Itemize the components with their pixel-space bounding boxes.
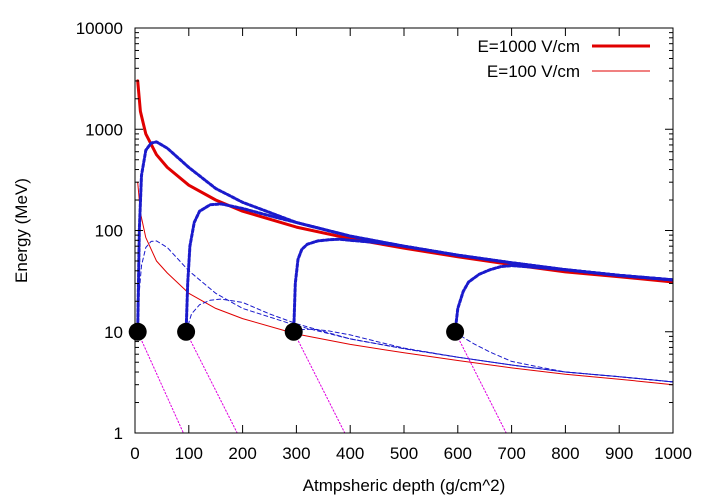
series-layer bbox=[136, 79, 673, 433]
series-line-13 bbox=[293, 331, 346, 433]
series-line-2 bbox=[137, 181, 673, 386]
series-line-4 bbox=[184, 202, 673, 334]
x-tick-label: 400 bbox=[336, 444, 364, 463]
series-line-12 bbox=[185, 331, 238, 433]
y-tick-label: 10000 bbox=[76, 19, 123, 38]
series-line-11 bbox=[137, 331, 184, 433]
marker-layer bbox=[128, 322, 465, 341]
start-marker-3 bbox=[284, 322, 303, 341]
start-marker-2 bbox=[177, 322, 196, 341]
series-line-7 bbox=[137, 240, 673, 383]
series-line-9 bbox=[293, 328, 673, 383]
y-tick-label: 1 bbox=[114, 424, 123, 443]
series-line-3 bbox=[136, 140, 673, 334]
x-axis-title: Atmpsheric depth (g/cm^2) bbox=[303, 476, 506, 495]
series-line-10 bbox=[454, 331, 673, 383]
legend-label: E=100 V/cm bbox=[487, 62, 580, 81]
series-line-6 bbox=[453, 264, 673, 334]
series-line-8 bbox=[185, 298, 673, 383]
x-tick-label: 900 bbox=[605, 444, 633, 463]
x-tick-label: 1000 bbox=[654, 444, 692, 463]
legend: E=1000 V/cm E=100 V/cm bbox=[477, 37, 650, 81]
y-tick-label: 10 bbox=[104, 323, 123, 342]
y-tick-label: 100 bbox=[95, 222, 123, 241]
plot-frame bbox=[134, 27, 674, 434]
series-line-5 bbox=[292, 237, 673, 334]
x-tick-label: 100 bbox=[175, 444, 203, 463]
x-tick-label: 500 bbox=[390, 444, 418, 463]
y-tick-label: 1000 bbox=[85, 120, 123, 139]
x-tick-label: 300 bbox=[282, 444, 310, 463]
start-marker-4 bbox=[446, 322, 465, 341]
x-tick-label: 0 bbox=[130, 444, 139, 463]
x-tick-label: 800 bbox=[551, 444, 579, 463]
y-axis-title: Energy (MeV) bbox=[12, 178, 31, 283]
x-tick-label: 700 bbox=[497, 444, 525, 463]
series-line-14 bbox=[454, 331, 507, 433]
tick-layer: 0 100 200 300 400 500 600 700 800 900 1000 1 10 100 10… bbox=[76, 19, 692, 463]
x-tick-label: 200 bbox=[228, 444, 256, 463]
series-line-1 bbox=[136, 79, 673, 284]
legend-label: E=1000 V/cm bbox=[477, 37, 580, 56]
x-tick-label: 600 bbox=[444, 444, 472, 463]
